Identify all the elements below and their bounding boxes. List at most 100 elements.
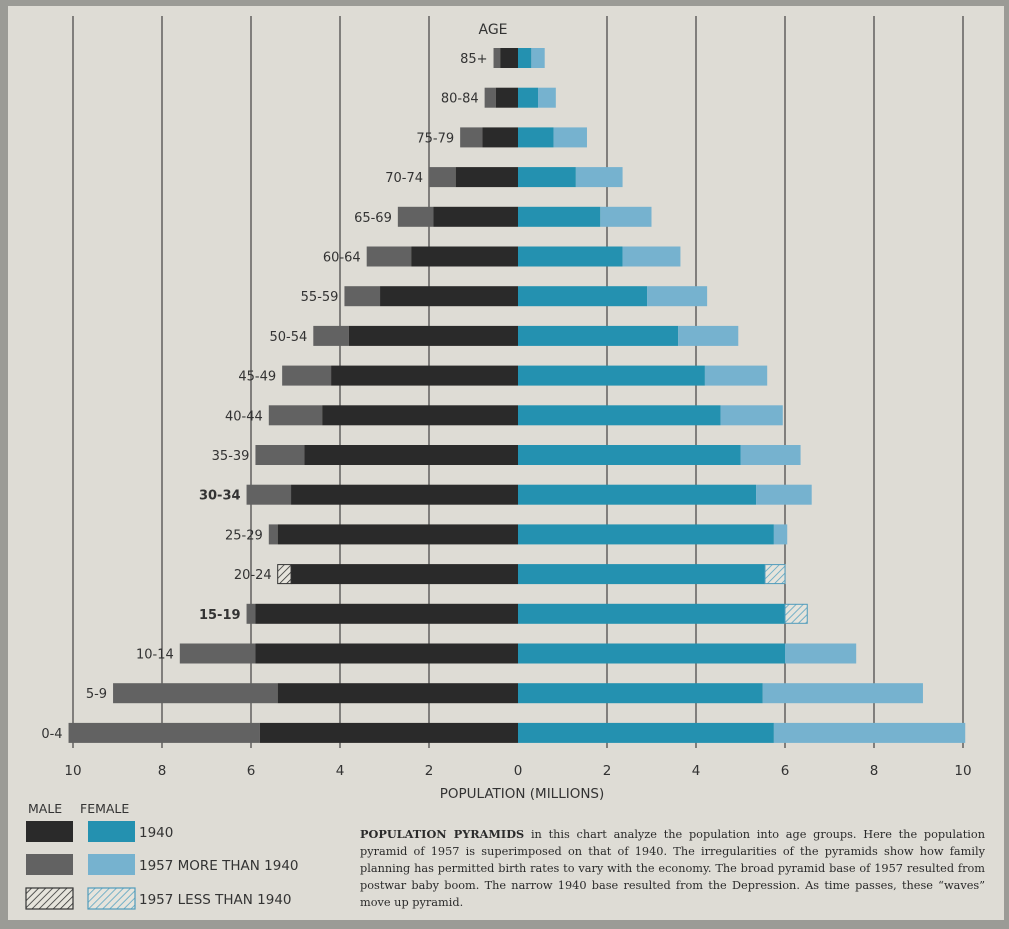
age-label: 10-14 bbox=[136, 648, 174, 663]
age-labels: 85+ 80-84 75-79 70-74 65-69 60-64 55-59 50-54 45… bbox=[41, 52, 487, 742]
bar-female-1957-more bbox=[600, 206, 652, 227]
legend-swatch-female bbox=[87, 887, 136, 910]
bars bbox=[68, 48, 966, 743]
bar-female-1940 bbox=[518, 603, 785, 624]
bar-female-1957-more bbox=[704, 365, 768, 386]
age-label: 45-49 bbox=[238, 370, 276, 385]
x-tick-label: 4 bbox=[692, 763, 701, 779]
bar-male-1957-more bbox=[113, 683, 278, 704]
age-label: 50-54 bbox=[270, 330, 308, 345]
bar-female-1940 bbox=[518, 564, 765, 585]
bar-female-1957-less bbox=[764, 564, 786, 585]
caption-body: in this chart analyze the population int… bbox=[360, 828, 985, 909]
bar-female-1957-more bbox=[538, 87, 556, 108]
bar-male-1940 bbox=[455, 167, 518, 188]
bar-male-1940 bbox=[331, 365, 518, 386]
bar-male-1940 bbox=[482, 127, 518, 148]
age-label: 30-34 bbox=[199, 489, 241, 504]
bar-male-1940 bbox=[255, 643, 518, 664]
bar-male-1957-more bbox=[68, 722, 260, 743]
bar-male-1957-more bbox=[460, 127, 483, 148]
bar-male-1940 bbox=[380, 286, 518, 307]
bar-male-1957-more bbox=[282, 365, 332, 386]
x-tick-labels: 10 8 6 4 2 0 2 4 6 8 10 bbox=[64, 763, 971, 779]
bar-male-1957-less bbox=[277, 564, 292, 585]
bar-male-1957-more bbox=[268, 524, 278, 545]
bar-female-1940 bbox=[518, 206, 601, 227]
legend-header-female: FEMALE bbox=[80, 801, 129, 816]
bar-male-1957-more bbox=[429, 167, 456, 188]
bar-male-1957-more bbox=[179, 643, 256, 664]
bar-male-1957-more bbox=[493, 48, 501, 68]
bar-male-1957-more bbox=[268, 405, 323, 426]
bar-male-1940 bbox=[495, 87, 518, 108]
age-label: 80-84 bbox=[441, 92, 479, 107]
bar-male-1940 bbox=[291, 564, 518, 585]
x-tick-label: 10 bbox=[954, 763, 971, 779]
x-tick-label: 2 bbox=[603, 763, 612, 779]
age-label: 55-59 bbox=[301, 290, 339, 305]
population-pyramid-chart: 85+80-8475-7970-7465-6960-6455-5950-5445… bbox=[25, 16, 972, 910]
bar-female-1940 bbox=[518, 365, 705, 386]
bar-male-1957-more bbox=[366, 246, 412, 267]
legend-entry-label: 1957 LESS THAN 1940 bbox=[139, 892, 292, 908]
age-axis-header: AGE bbox=[478, 22, 507, 38]
bar-male-1940 bbox=[255, 603, 518, 624]
bar-female-1957-more bbox=[531, 48, 545, 68]
bar-female-1957-more bbox=[553, 127, 587, 148]
legend-entry-label: 1957 MORE THAN 1940 bbox=[139, 858, 299, 874]
bar-male-1940 bbox=[277, 683, 518, 704]
bar-female-1940 bbox=[518, 484, 757, 505]
age-label: 20-24 bbox=[234, 568, 272, 583]
bar-female-1957-more bbox=[678, 325, 739, 346]
age-label: 15-19 bbox=[199, 608, 241, 623]
age-label: 60-64 bbox=[323, 251, 361, 266]
age-label: 0-4 bbox=[41, 727, 62, 742]
bar-female-1957-more bbox=[773, 722, 966, 743]
bar-female-1940 bbox=[518, 127, 554, 148]
bar-female-1957-more bbox=[756, 484, 812, 505]
bar-male-1957-more bbox=[397, 206, 434, 227]
bar-female-1940 bbox=[518, 167, 576, 188]
bar-female-1940 bbox=[518, 445, 741, 465]
age-label: 75-79 bbox=[416, 131, 454, 146]
legend-swatch-female bbox=[88, 854, 135, 875]
bar-male-1940 bbox=[291, 484, 518, 505]
bar-male-1940 bbox=[411, 246, 518, 267]
age-label: 25-29 bbox=[225, 528, 263, 543]
bar-female-1940 bbox=[518, 524, 774, 545]
bar-female-1940 bbox=[518, 325, 679, 346]
bar-female-1957-more bbox=[622, 246, 681, 267]
chart-caption: POPULATION PYRAMIDS in this chart analyz… bbox=[360, 826, 985, 911]
legend-swatch-male bbox=[25, 887, 74, 910]
legend: MALE FEMALE 1940 1957 MORE THAN 1940 1957 LE… bbox=[25, 801, 299, 910]
bar-male-1957-more bbox=[313, 325, 349, 346]
x-tick-label: 0 bbox=[514, 763, 523, 779]
x-tick-label: 4 bbox=[336, 763, 345, 779]
bar-female-1957-more bbox=[720, 405, 783, 426]
x-tick-label: 8 bbox=[870, 763, 879, 779]
bar-male-1940 bbox=[348, 325, 518, 346]
bar-female-1940 bbox=[518, 643, 785, 664]
bar-female-1940 bbox=[518, 246, 623, 267]
age-label: 65-69 bbox=[354, 211, 392, 226]
age-label: 85+ bbox=[460, 52, 487, 67]
caption-heading: POPULATION PYRAMIDS bbox=[360, 827, 525, 841]
x-tick-label: 2 bbox=[425, 763, 434, 779]
x-tick-label: 10 bbox=[64, 763, 81, 779]
bar-male-1940 bbox=[259, 722, 518, 743]
bar-female-1957-more bbox=[647, 286, 708, 307]
bar-male-1957-more bbox=[344, 286, 381, 307]
x-tick-label: 6 bbox=[247, 763, 256, 779]
bar-male-1940 bbox=[322, 405, 518, 426]
bar-female-1940 bbox=[518, 48, 532, 68]
bar-female-1940 bbox=[518, 405, 721, 426]
page: 85+ 80-84 75-79 70-74 65-69 60-64 55-59 50-54 45… bbox=[8, 6, 1004, 920]
bar-female-1957-more bbox=[740, 445, 801, 465]
bar-female-1957-more bbox=[785, 643, 857, 664]
bar-female-1957-more bbox=[773, 524, 788, 545]
bar-female-1940 bbox=[518, 87, 539, 108]
x-tick-label: 8 bbox=[158, 763, 167, 779]
bar-male-1957-more bbox=[246, 603, 256, 624]
bar-female-1940 bbox=[518, 286, 648, 307]
